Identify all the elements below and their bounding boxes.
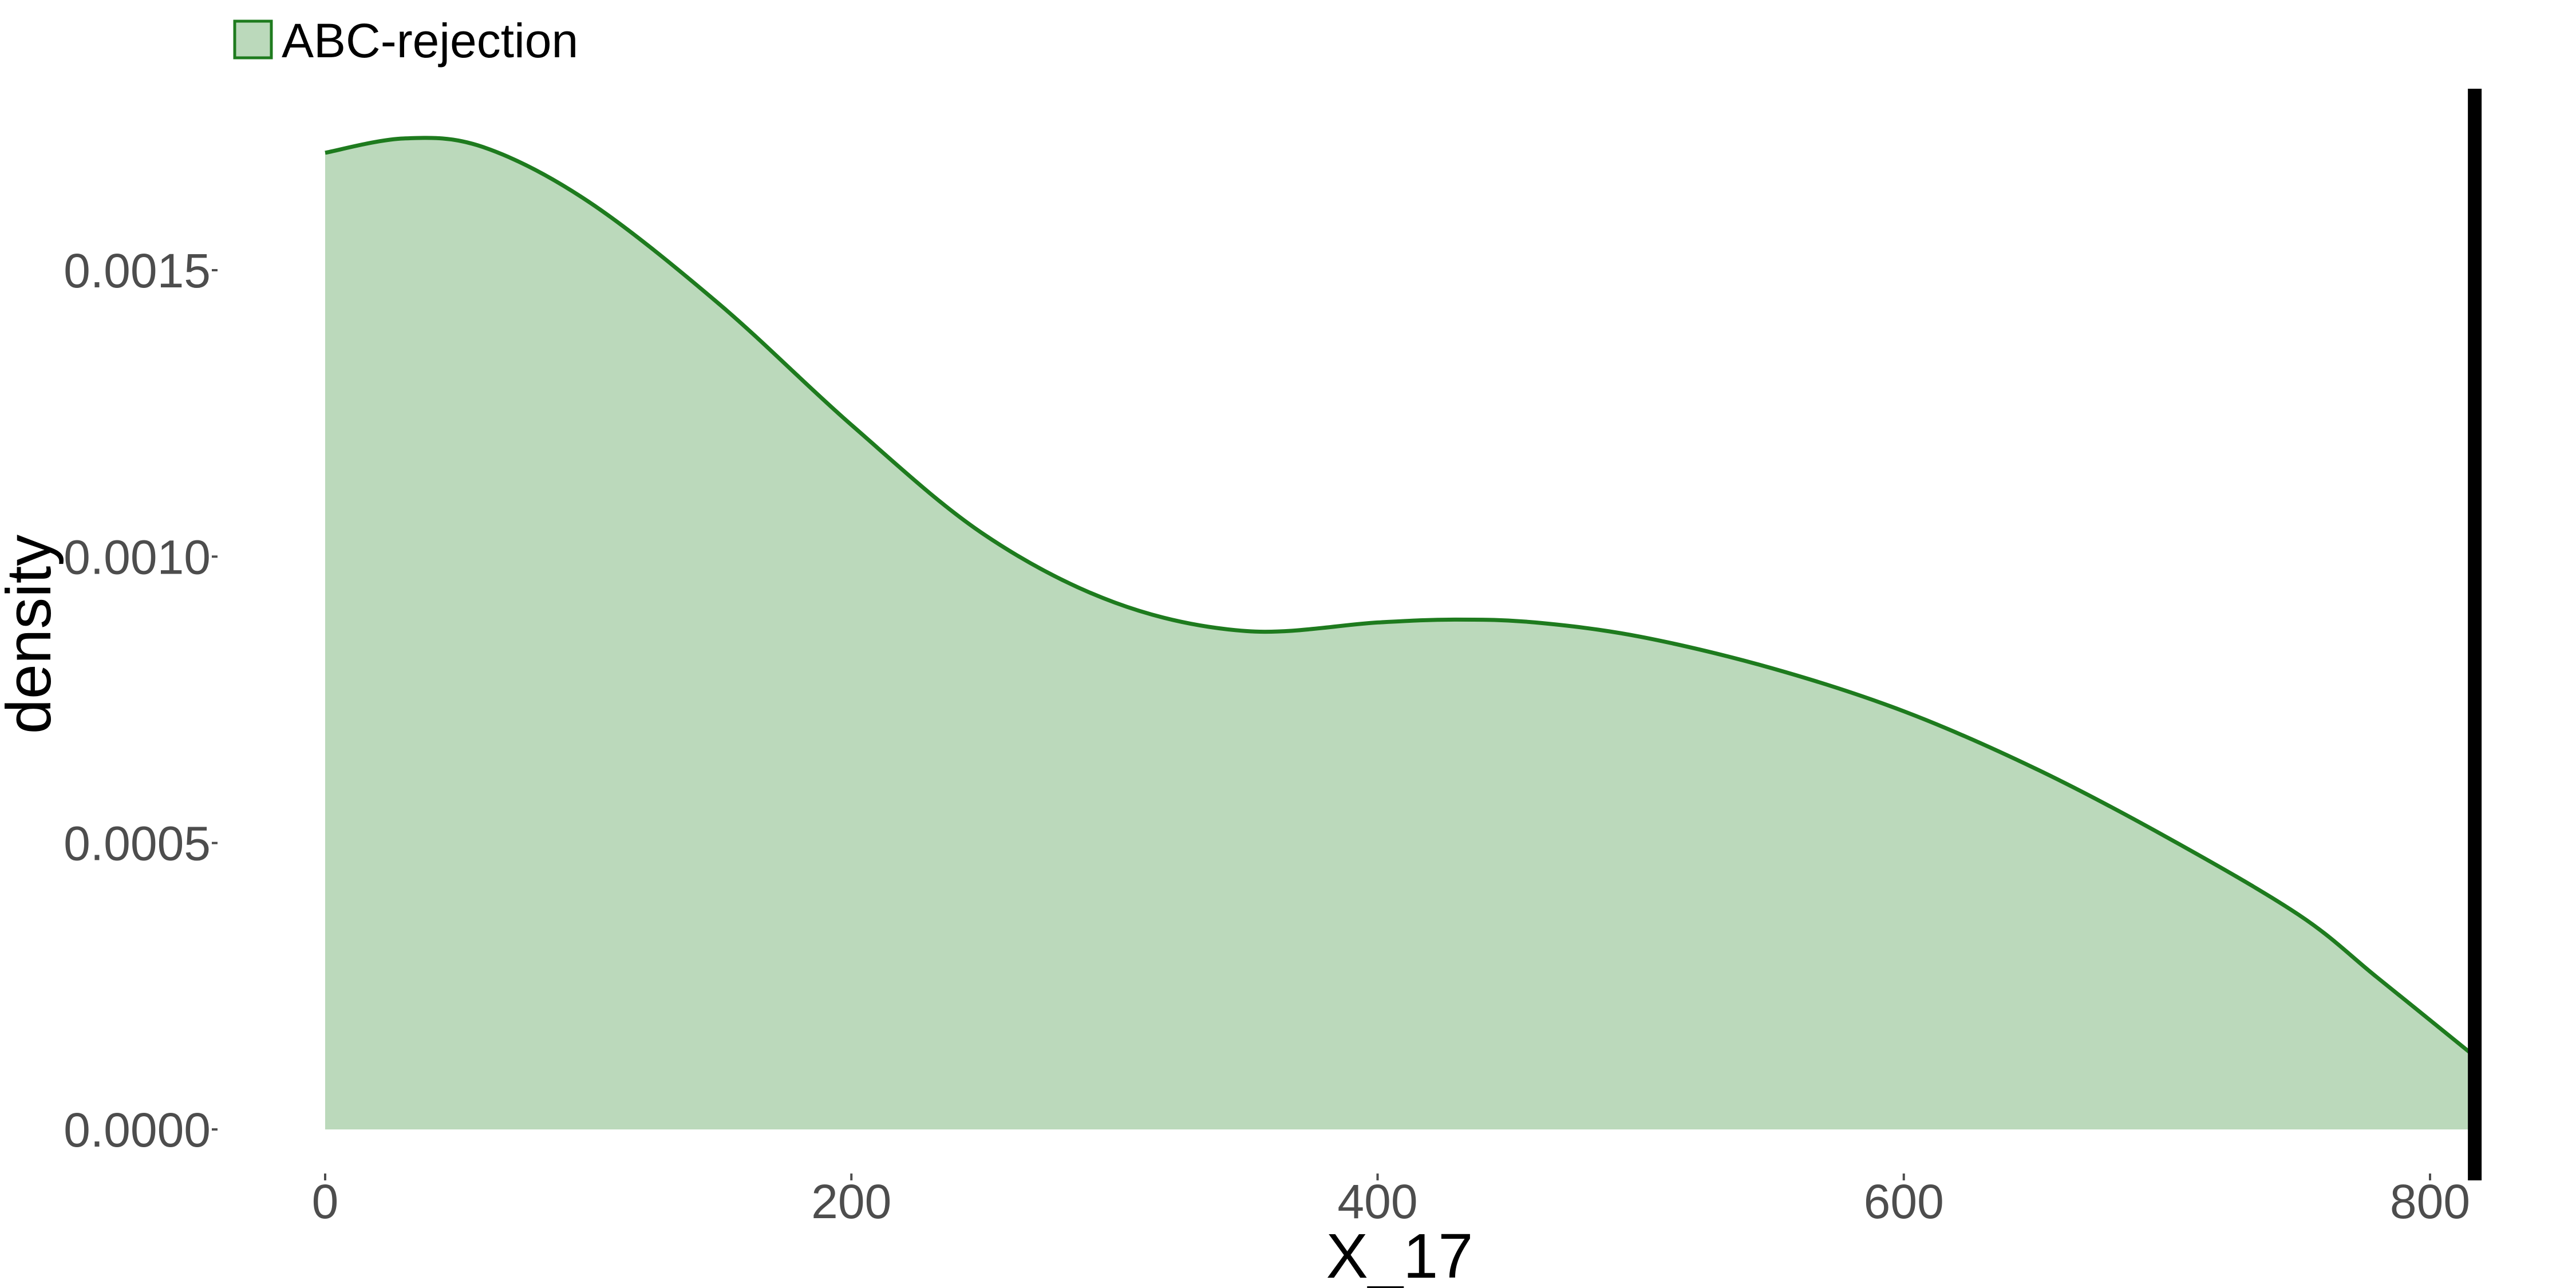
plot-area: [325, 89, 2482, 1180]
y-axis-title: density: [0, 535, 64, 734]
x-tick-label: 200: [811, 1175, 891, 1228]
legend-label: ABC-rejection: [282, 14, 578, 68]
density-line: [325, 136, 2471, 1054]
x-axis-title: X_17: [1326, 1221, 1473, 1288]
x-tick-label: 400: [1337, 1175, 1417, 1228]
axes: 0.0000 0.0005 0.0010 0.0015 0 200 400 600 800: [64, 244, 2470, 1228]
y-tick-label: 0.0010: [64, 530, 211, 584]
density-area: [325, 137, 2470, 1129]
y-tick-label: 0.0005: [64, 817, 211, 871]
legend-swatch: [233, 19, 273, 60]
x-tick-label: 800: [2390, 1175, 2470, 1228]
x-tick-label: 600: [1864, 1175, 1944, 1228]
y-tick-label: 0.0015: [64, 244, 211, 298]
y-tick-label: 0.0000: [64, 1103, 211, 1157]
legend: ABC-rejection: [233, 14, 578, 68]
x-tick-label: 0: [312, 1175, 339, 1228]
